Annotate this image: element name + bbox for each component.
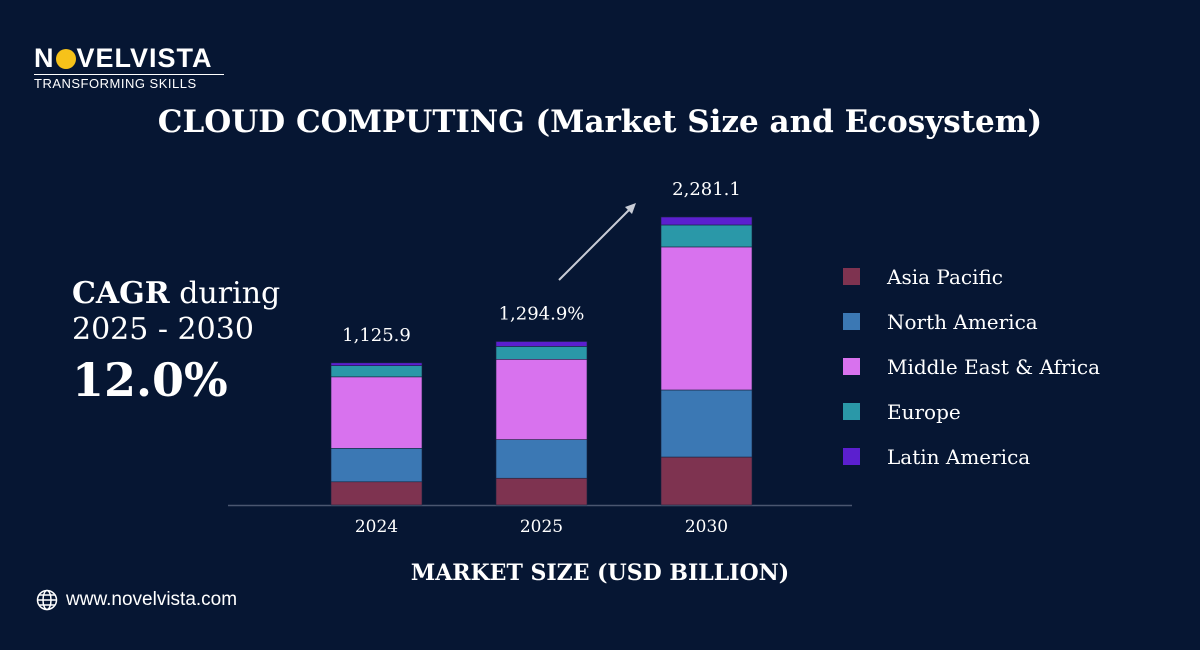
- x-axis-label: MARKET SIZE (USD BILLION): [0, 560, 1200, 586]
- legend-swatch: [843, 313, 860, 330]
- bar-segment-2030-4: [660, 216, 753, 226]
- bar-segment-2024-2: [330, 376, 423, 449]
- legend-swatch: [843, 358, 860, 375]
- x-tick-2030: 2030: [685, 517, 728, 537]
- sun-icon: [55, 49, 76, 69]
- cagr-value: 12.0%: [72, 353, 228, 407]
- trend-arrow: [558, 206, 633, 281]
- bar-segment-2030-3: [660, 224, 753, 248]
- bar-segment-2030-0: [660, 456, 753, 506]
- cagr-period: 2025 - 2030: [72, 312, 254, 347]
- legend-item: Middle East & Africa: [843, 344, 1100, 389]
- bar-segment-2025-2: [495, 359, 588, 440]
- legend-label: North America: [887, 309, 1038, 334]
- website-link[interactable]: www.novelvista.com: [36, 589, 237, 611]
- x-tick-2024: 2024: [355, 517, 398, 537]
- total-label-2030: 2,281.1: [672, 179, 741, 200]
- logo-text: N: [34, 43, 55, 73]
- legend-label: Middle East & Africa: [887, 354, 1100, 379]
- cagr-label: CAGR: [72, 276, 170, 311]
- legend-swatch: [843, 268, 860, 285]
- trend-arrow-head: [625, 203, 636, 214]
- bar-segment-2025-0: [495, 477, 588, 506]
- page-title: CLOUD COMPUTING (Market Size and Ecosyst…: [157, 104, 1043, 140]
- legend-item: Asia Pacific: [843, 254, 1100, 299]
- legend-label: Latin America: [887, 444, 1031, 469]
- legend-swatch: [843, 448, 860, 465]
- legend-label: Asia Pacific: [887, 264, 1004, 289]
- bar-segment-2025-1: [495, 439, 588, 479]
- globe-icon: [36, 589, 58, 611]
- cagr-label-rest: during: [169, 276, 281, 311]
- logo-text: VELVISTA: [76, 43, 213, 73]
- cagr-block: CAGR during 2025 - 2030 12.0%: [72, 276, 280, 412]
- legend-label: Europe: [887, 399, 961, 424]
- bar-segment-2024-3: [330, 365, 423, 378]
- total-label-2024: 1,125.9: [342, 325, 411, 346]
- website-text: www.novelvista.com: [66, 589, 238, 610]
- logo-tagline: TRANSFORMING SKILLS: [34, 76, 197, 91]
- x-axis-label-text: MARKET SIZE (USD BILLION): [410, 560, 790, 586]
- legend-swatch: [843, 403, 860, 420]
- bar-segment-2024-1: [330, 448, 423, 483]
- bar-segment-2024-0: [330, 481, 423, 506]
- legend-item: Latin America: [843, 434, 1100, 479]
- legend-item: North America: [843, 299, 1100, 344]
- bar-segment-2030-1: [660, 389, 753, 458]
- legend-item: Europe: [843, 389, 1100, 434]
- bar-segment-2025-4: [495, 341, 588, 347]
- bar-segment-2025-3: [495, 346, 588, 360]
- novelvista-logo: N VELVISTA TRANSFORMING SKILLS: [34, 44, 224, 91]
- bar-segment-2024-4: [330, 362, 423, 366]
- x-tick-2025: 2025: [520, 517, 563, 537]
- bar-segment-2030-2: [660, 246, 753, 391]
- legend: Asia Pacific North America Middle East & A…: [843, 254, 1100, 479]
- total-label-2025: 1,294.9%: [499, 304, 585, 325]
